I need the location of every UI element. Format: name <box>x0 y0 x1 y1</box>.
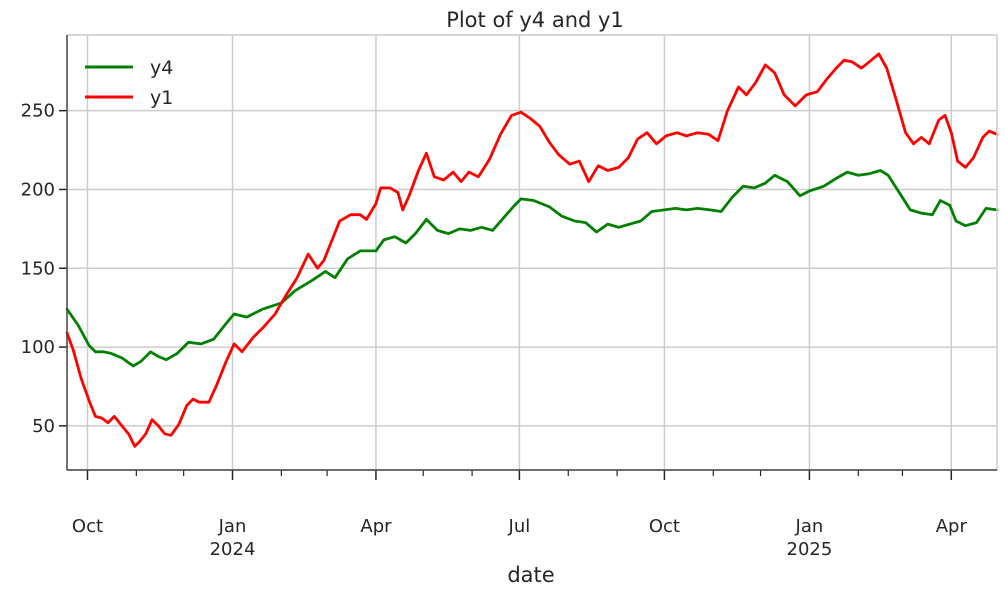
grid <box>67 35 997 470</box>
y-tick-label: 50 <box>32 416 55 437</box>
x-tick-label: Oct <box>72 516 103 537</box>
chart-title: Plot of y4 and y1 <box>446 8 624 32</box>
legend-label-y1: y1 <box>150 87 173 109</box>
x-tick-label: Jan <box>218 516 247 537</box>
legend-label-y4: y4 <box>150 57 173 79</box>
x-tick-label: Jul <box>508 516 531 537</box>
x-tick-label: Apr <box>360 516 392 537</box>
series-line-y4 <box>65 169 999 368</box>
x-tick-label: Jan <box>795 516 824 537</box>
x-tick-year-label: 2025 <box>787 539 833 560</box>
y-tick-label: 100 <box>21 337 55 358</box>
x-tick-label: Apr <box>936 516 968 537</box>
series-lines <box>65 52 999 448</box>
y-tick-label: 250 <box>21 101 55 122</box>
x-tick-year-label: 2024 <box>210 539 256 560</box>
y-tick-label: 150 <box>21 258 55 279</box>
x-tick-label: Oct <box>649 516 680 537</box>
y-tick-label: 200 <box>21 179 55 200</box>
series-line-y1 <box>65 52 999 448</box>
x-axis-label: date <box>507 563 554 587</box>
